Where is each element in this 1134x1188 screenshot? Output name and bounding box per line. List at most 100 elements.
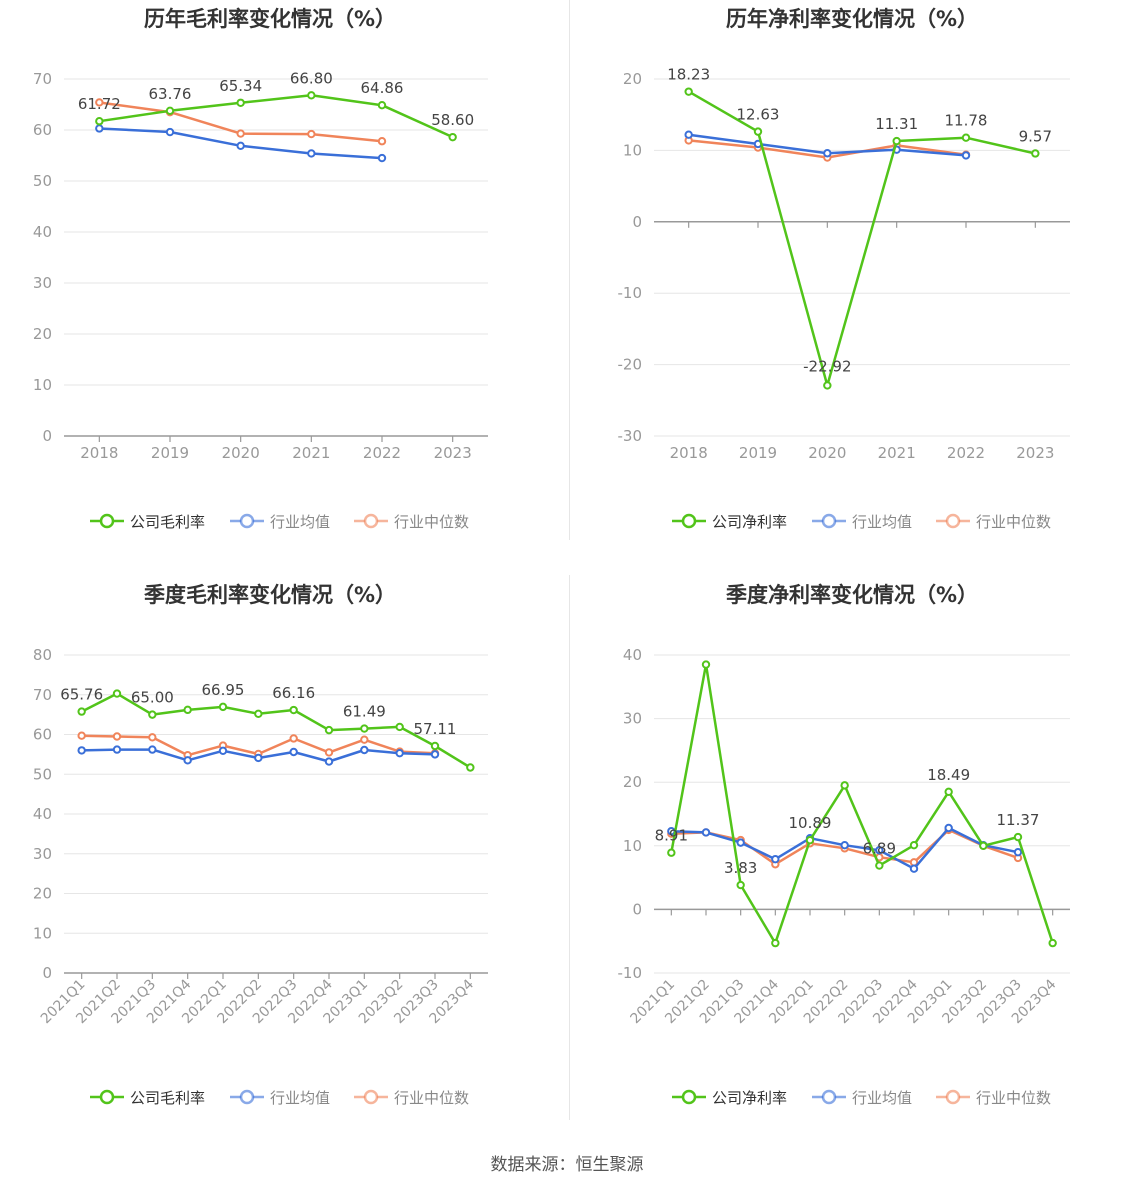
data-point-company <box>183 705 192 715</box>
data-point-company <box>684 87 693 96</box>
x-tick-label: 2023 <box>434 444 472 462</box>
data-point-median <box>95 98 104 107</box>
data-point-avg <box>254 753 263 763</box>
data-point-company <box>395 722 404 732</box>
data-label: 65.00 <box>131 689 174 707</box>
data-label: 58.60 <box>431 111 474 129</box>
y-tick-label: 80 <box>33 646 52 664</box>
data-point-median <box>360 735 369 744</box>
y-tick-label: -10 <box>618 284 643 302</box>
data-point-avg <box>218 746 228 755</box>
data-point-median <box>77 731 86 740</box>
chart-title: 季度毛利率变化情况（%） <box>144 583 396 607</box>
data-point-company <box>254 709 263 719</box>
data-label: 66.16 <box>272 684 315 702</box>
x-tick-label: 2018 <box>80 444 118 462</box>
y-tick-label: 40 <box>33 223 52 241</box>
data-point-avg <box>909 864 919 873</box>
data-point-avg <box>944 823 953 833</box>
data-label: 65.34 <box>219 77 262 95</box>
data-point-company <box>875 861 884 870</box>
x-tick-label: 2021 <box>292 444 330 462</box>
legend-marker <box>945 513 961 529</box>
data-point-company <box>961 133 971 142</box>
data-label: 18.49 <box>927 766 970 784</box>
data-point-avg <box>840 840 849 850</box>
legend-label: 行业中位数 <box>394 1089 469 1107</box>
data-point-avg <box>148 745 157 754</box>
y-tick-label: 0 <box>42 427 52 445</box>
y-tick-label: 10 <box>623 837 642 855</box>
data-label: 11.31 <box>875 115 918 133</box>
data-label: 8.91 <box>655 827 688 845</box>
y-tick-label: 10 <box>33 376 52 394</box>
data-point-company <box>753 127 763 136</box>
chart-2: 历年净利率变化情况（%） -30 -20 -10 0 10 20 2018 2019 2020 20… <box>618 7 1070 531</box>
legend-marker <box>99 513 115 529</box>
y-tick-label: 30 <box>623 710 642 728</box>
data-label: 66.80 <box>290 69 333 87</box>
data-point-median <box>324 748 334 757</box>
legend-label: 行业均值 <box>852 1089 912 1107</box>
data-label: 12.63 <box>737 106 780 124</box>
x-tick-label: 2021 <box>878 444 916 462</box>
data-point-avg <box>771 854 780 864</box>
chart-4: 季度净利率变化情况（%）-100102030402021Q12021Q22021… <box>618 583 1070 1107</box>
data-point-avg <box>395 748 404 758</box>
data-point-company <box>236 98 245 107</box>
legend-marker <box>945 1089 961 1105</box>
data-point-company <box>77 707 86 716</box>
legend-label: 公司净利率 <box>712 1089 787 1107</box>
data-point-avg <box>377 153 387 163</box>
x-tick-label: 2020 <box>808 444 846 462</box>
y-tick-label: 0 <box>632 213 642 231</box>
legend-marker <box>821 1089 837 1105</box>
data-point-avg <box>307 149 316 158</box>
legend-marker <box>363 1089 379 1105</box>
x-tick-label: 2022 <box>363 444 401 462</box>
data-point-company <box>1031 149 1040 158</box>
chart-title: 季度净利率变化情况（%） <box>726 583 978 607</box>
y-tick-label: 0 <box>632 900 642 918</box>
y-tick-label: -10 <box>618 964 643 982</box>
data-point-company <box>1048 938 1057 948</box>
chart-3: 季度毛利率变化情况（%）010203040506070802021Q12021Q… <box>33 583 488 1107</box>
chart-1: 历年毛利率变化情况（%） 0 10 20 30 40 50 60 70 2018 2019 2020 2… <box>33 7 488 531</box>
data-label: 57.11 <box>414 720 457 738</box>
data-point-company <box>377 101 387 110</box>
data-label: 10.89 <box>789 814 832 832</box>
data-point-avg <box>112 745 122 754</box>
y-tick-label: -30 <box>618 427 643 445</box>
divider-vertical-top <box>569 0 570 540</box>
data-point-avg <box>289 747 298 757</box>
data-point-company <box>892 136 901 146</box>
data-point-company <box>979 841 988 850</box>
y-tick-label: 20 <box>623 70 642 88</box>
data-point-company <box>218 702 228 712</box>
data-label: 64.86 <box>361 79 404 97</box>
legend-marker <box>239 1089 255 1105</box>
data-point-avg <box>95 124 104 133</box>
legend-label: 行业中位数 <box>976 513 1051 531</box>
chart-title: 历年净利率变化情况（%） <box>726 7 978 31</box>
data-label: 66.95 <box>202 681 245 699</box>
legend-marker <box>821 513 837 529</box>
x-tick-label: 2018 <box>670 444 708 462</box>
data-point-avg <box>236 141 245 151</box>
series-line-company <box>670 663 1054 945</box>
legend-label: 公司毛利率 <box>130 1089 205 1107</box>
data-point-avg <box>430 750 440 759</box>
y-tick-label: 10 <box>33 924 52 942</box>
data-point-company <box>307 91 316 100</box>
data-point-company <box>805 835 815 845</box>
data-label: -22.92 <box>803 357 851 375</box>
data-point-company <box>466 763 475 772</box>
data-point-company <box>701 660 711 669</box>
legend-label: 行业中位数 <box>394 513 469 531</box>
data-point-avg <box>360 745 369 755</box>
legend-label: 行业中位数 <box>976 1089 1051 1107</box>
data-label: 3.83 <box>724 859 757 877</box>
data-label: 65.76 <box>60 686 103 704</box>
y-tick-label: 20 <box>33 325 52 343</box>
legend-label: 公司毛利率 <box>130 513 205 531</box>
